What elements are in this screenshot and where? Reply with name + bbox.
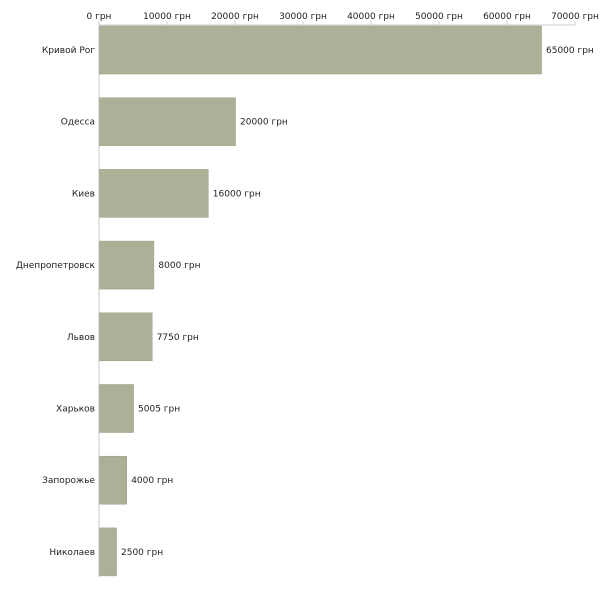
bar <box>99 455 127 505</box>
category-label: Днепропетровск <box>16 261 96 271</box>
category-label: Николаев <box>49 548 95 558</box>
category-label: Кривой Рог <box>42 46 95 56</box>
category-label: Одесса <box>61 118 95 128</box>
bar-value-label: 16000 грн <box>213 189 261 199</box>
x-tick-label: 40000 грн <box>347 12 395 22</box>
bar-value-label: 8000 грн <box>158 261 200 271</box>
bar-value-label: 65000 грн <box>546 46 594 56</box>
category-label: Запорожье <box>42 476 95 486</box>
x-tick-label: 50000 грн <box>415 12 463 22</box>
category-labels: Кривой Рог Одесса Киев Днепропетровск Львов Х… <box>16 46 96 558</box>
x-tick-label: 0 грн <box>87 12 112 22</box>
bar <box>99 527 117 577</box>
x-tick-label: 20000 грн <box>211 12 259 22</box>
x-tick-label: 60000 грн <box>483 12 531 22</box>
bar <box>99 312 153 362</box>
x-axis: 0 грн 10000 грн 20000 грн 30000 грн 40000 гр… <box>87 12 599 577</box>
bar-value-label: 2500 грн <box>121 548 163 558</box>
bar <box>99 97 236 146</box>
bar-value-label: 20000 грн <box>240 118 288 128</box>
x-tick-label: 70000 грн <box>551 12 599 22</box>
bar <box>99 25 542 75</box>
x-tick-label: 10000 грн <box>143 12 191 22</box>
category-label: Киев <box>72 189 95 199</box>
bar-series: 65000 грн 20000 грн 16000 грн 8000 грн 7750 … <box>99 25 594 577</box>
bar-value-label: 4000 грн <box>131 476 173 486</box>
category-label: Львов <box>67 333 95 343</box>
bar <box>99 169 209 218</box>
bar-value-label: 5005 грн <box>138 405 180 415</box>
x-tick-label: 30000 грн <box>279 12 327 22</box>
bar-value-label: 7750 грн <box>157 333 199 343</box>
bar <box>99 384 134 433</box>
bar <box>99 240 155 290</box>
category-label: Харьков <box>56 405 95 415</box>
